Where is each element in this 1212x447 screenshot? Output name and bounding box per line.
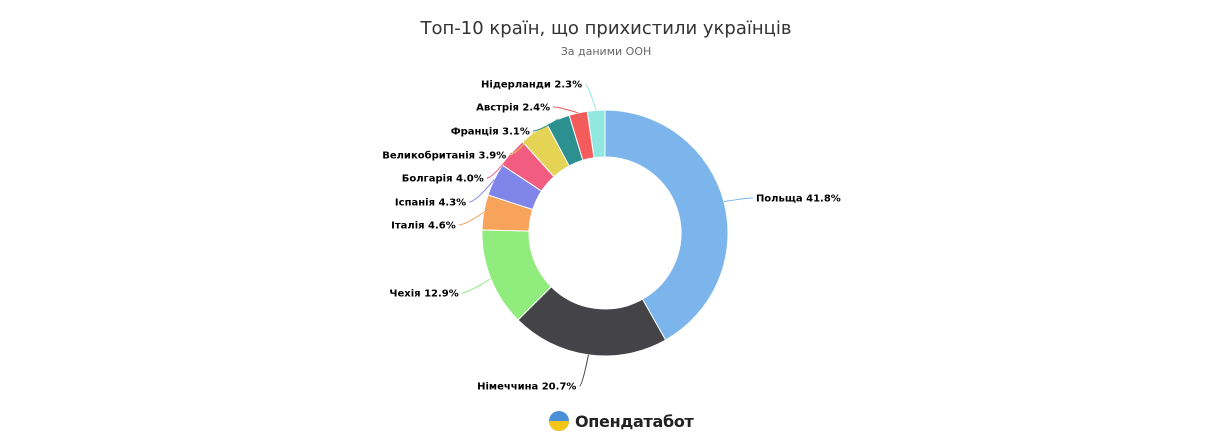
pie-slice[interactable] [586, 109, 606, 159]
label-connector [509, 132, 535, 156]
slice-label: Іспанія 4.3% [395, 198, 466, 209]
label-connector [553, 106, 579, 114]
pie-slice[interactable] [604, 109, 729, 341]
opendatabot-logo-icon [549, 411, 569, 431]
slice-label: Чехія 12.9% [389, 289, 458, 300]
chart-label-connectors [458, 83, 753, 387]
label-connector [486, 152, 513, 179]
brand-name: Опендатабот [575, 411, 694, 431]
slice-label: Нідерланди 2.3% [481, 80, 582, 91]
label-connector [584, 83, 597, 111]
label-connector [532, 118, 559, 132]
chart-title: Топ-10 країн, що прихистили українців [420, 18, 792, 39]
chart-slices [481, 109, 729, 357]
label-connector [461, 278, 492, 294]
slice-label: Великобританія 3.9% [382, 150, 506, 162]
chart-subtitle: За даними ООН [560, 45, 652, 58]
slice-label: Австрія 2.4% [476, 103, 550, 114]
slice-label: Італія 4.6% [391, 221, 456, 232]
slice-label: Польща 41.8% [756, 194, 841, 205]
label-connector [469, 179, 495, 203]
label-connector [458, 211, 485, 226]
slice-label: Болгарія 4.0% [402, 174, 484, 185]
label-connector [578, 354, 589, 387]
slice-label: Франція 3.1% [451, 127, 530, 138]
label-connector [723, 197, 753, 203]
slice-label: Німеччина 20.7% [477, 382, 576, 393]
chart-data-labels: Польща 41.8% Німеччина 20.7% Чехія 12.9% Іт… [382, 80, 841, 393]
brand: Опендатабот [548, 409, 694, 433]
